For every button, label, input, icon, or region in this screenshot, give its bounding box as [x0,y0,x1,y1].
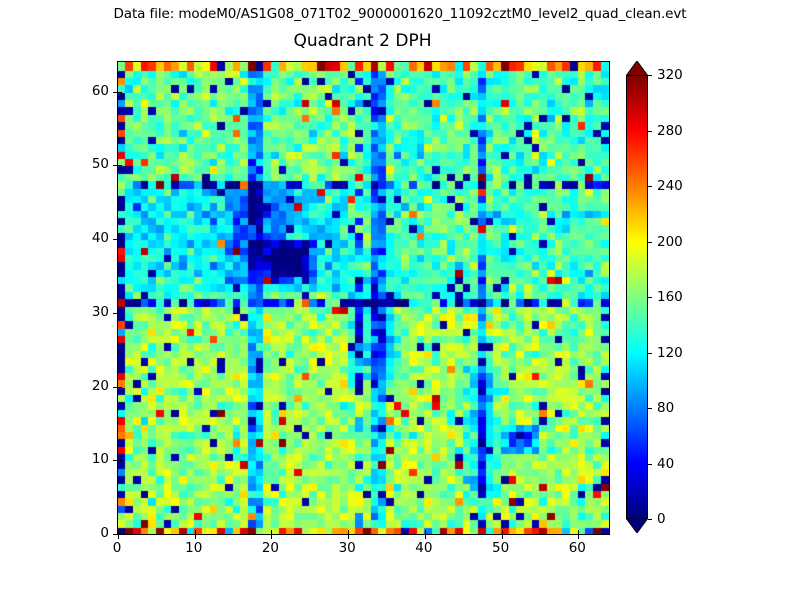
colorbar-tick-mark [648,519,652,520]
x-tick-label: 50 [492,540,510,556]
colorbar-tick-mark [648,130,652,132]
x-tick-label: 0 [112,540,122,556]
colorbar-body [626,75,648,519]
colorbar-under-arrow-icon [626,518,648,533]
x-tick-label: 20 [261,540,280,556]
page-title: Quadrant 2 DPH [293,31,432,51]
colorbar-tick-label: 320 [657,67,683,83]
x-axis-tick-labels: 0 10 20 30 40 50 60 [113,534,608,558]
x-tick-label: 60 [568,540,586,556]
colorbar-tick-mark [648,75,652,76]
heatmap-axes [113,61,610,539]
colorbar-tick-label: 200 [657,233,683,250]
colorbar-tick-mark [648,186,652,187]
y-tick-label: 50 [91,156,109,173]
colorbar: 0 40 80 120 160 200 240 280 320 [626,61,683,533]
colorbar-tick-label: 0 [657,511,666,527]
colorbar-tick-mark [648,463,652,465]
colorbar-tick-label: 160 [657,289,683,305]
colorbar-tick-label: 80 [657,400,675,416]
colorbar-tick-mark [648,352,652,354]
colorbar-over-arrow-icon [626,61,648,76]
colorbar-tick-label: 280 [657,122,683,139]
y-tick-label: 30 [91,303,109,320]
colorbar-tick-mark [648,297,652,298]
x-tick-label: 10 [185,540,203,556]
colorbar-tick-label: 120 [657,344,683,361]
colorbar-tick-label: 40 [657,455,675,472]
y-tick-label: 0 [100,525,109,541]
y-tick-label: 10 [91,451,109,468]
colorbar-tick-mark [648,408,652,409]
y-tick-label: 20 [91,377,109,394]
y-tick-label: 40 [91,230,109,246]
x-tick-label: 30 [338,540,356,556]
colorbar-tick-mark [648,241,652,243]
x-tick-label: 40 [415,540,433,556]
colorbar-gradient [627,76,647,518]
y-tick-label: 60 [91,82,109,99]
colorbar-tick-label: 240 [657,178,683,194]
datafile-label: Data file: modeM0/AS1G08_071T02_90000016… [113,6,687,22]
y-axis-tick-labels: 0 10 20 30 40 50 60 [57,61,117,542]
heatmap-image [118,62,609,534]
